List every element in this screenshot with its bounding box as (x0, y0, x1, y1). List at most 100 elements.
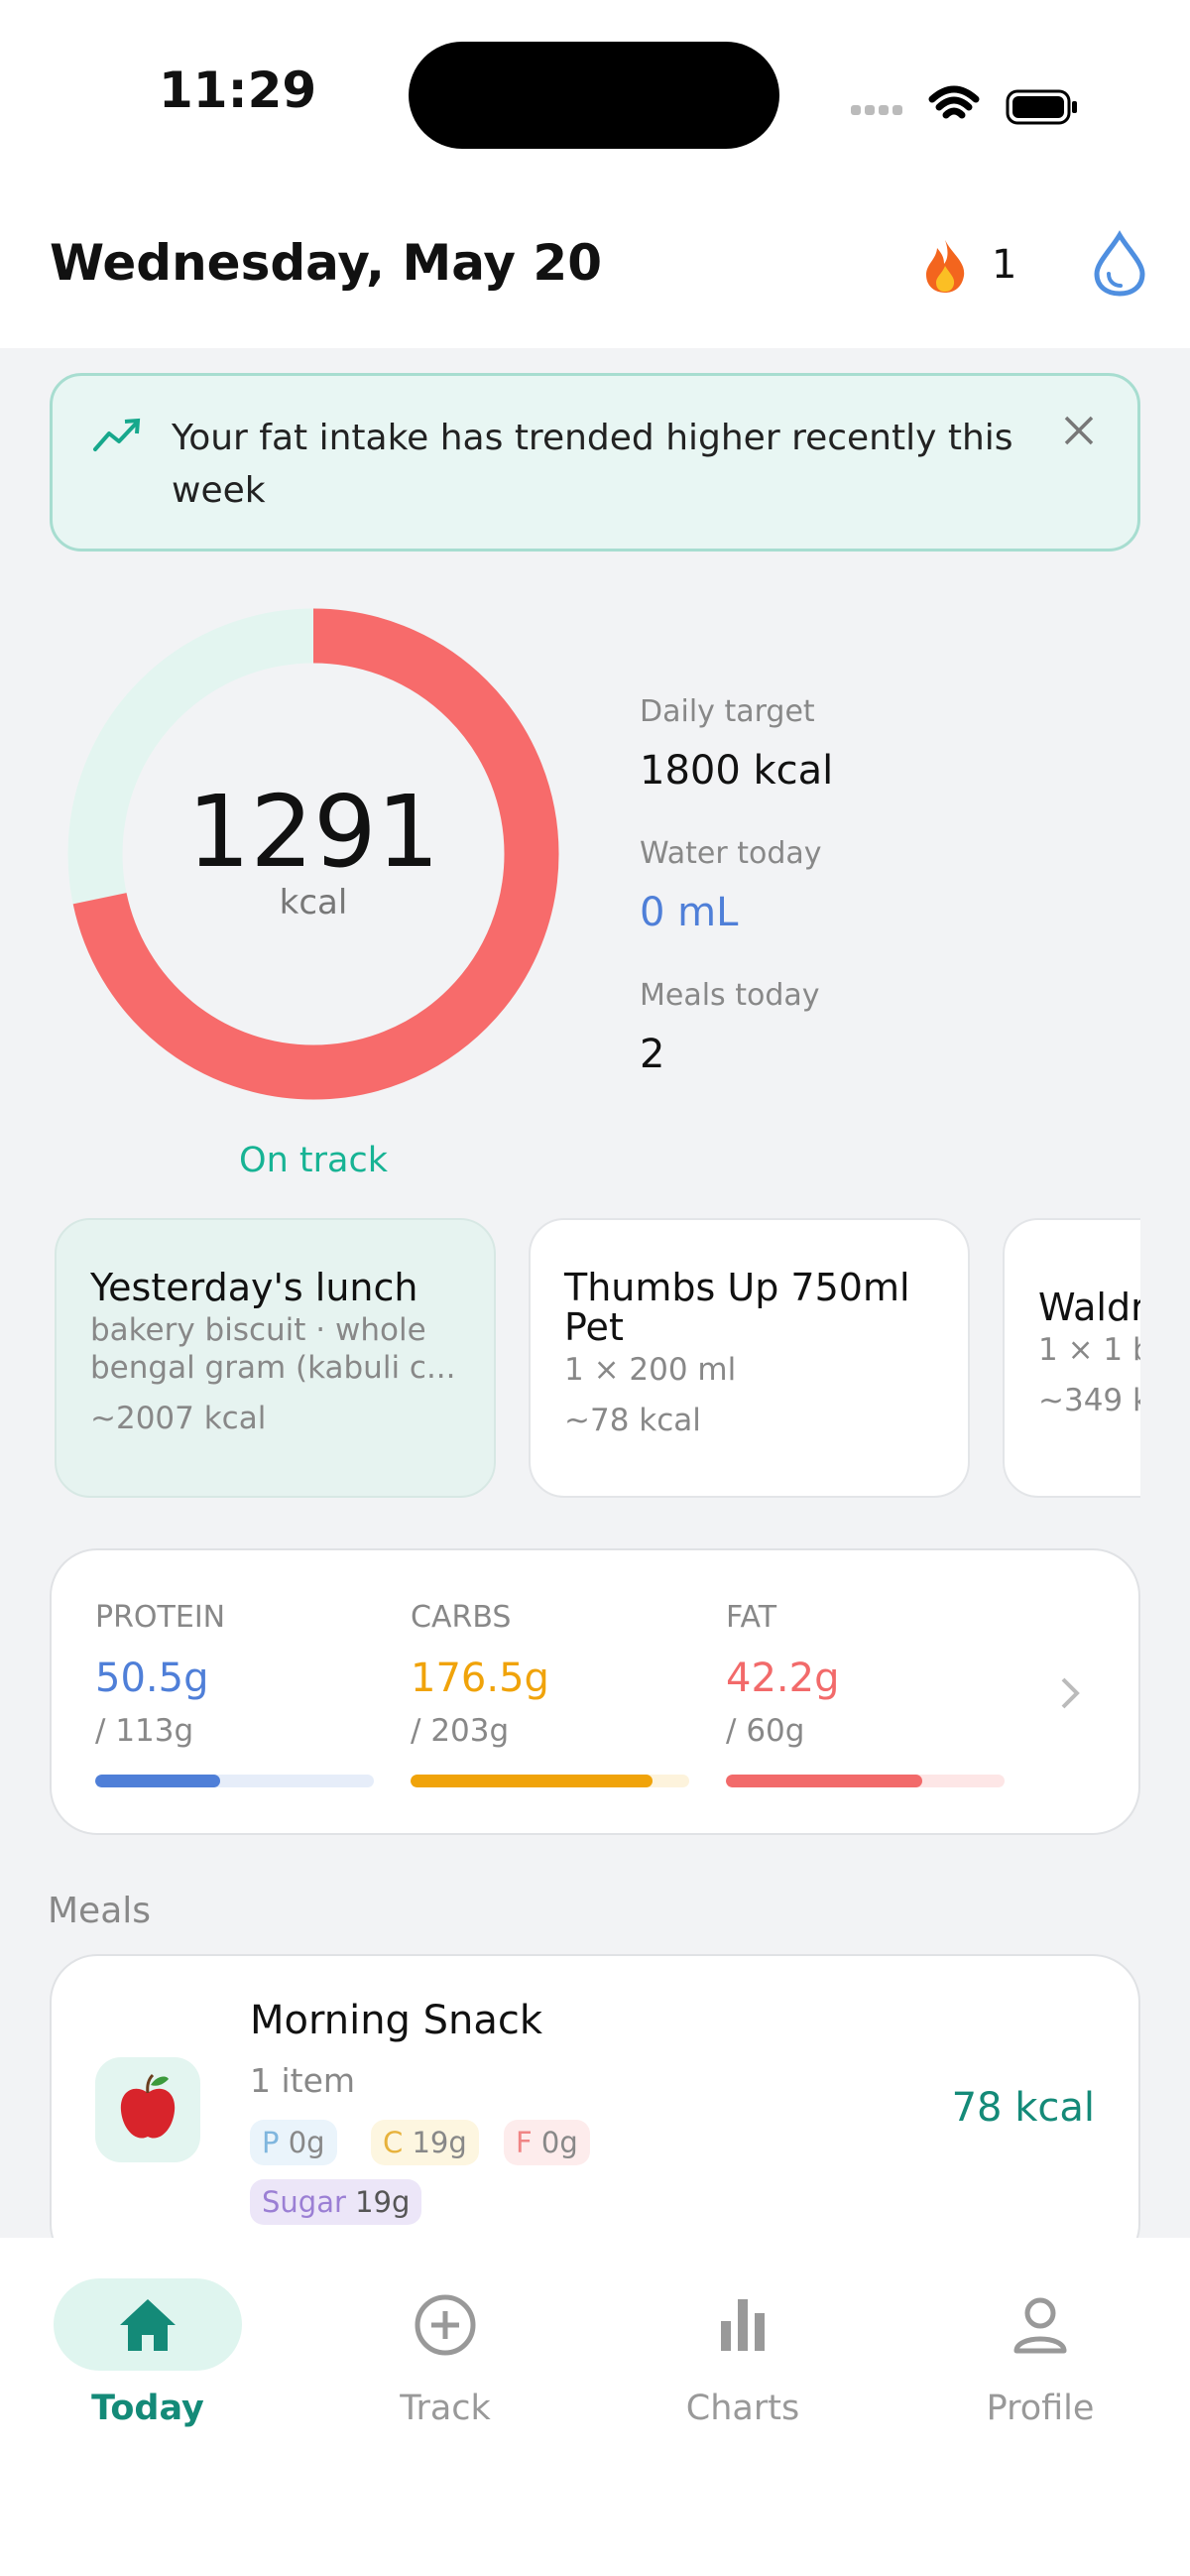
macro-target-number: 113 (115, 1713, 175, 1749)
macro-number: 50.5 (95, 1656, 184, 1701)
suggestion-title: Yesterday's lunch (90, 1266, 418, 1309)
tab-icon[interactable] (406, 2285, 485, 2365)
icon-part (415, 2294, 476, 2356)
macro-target-unit: g (784, 1713, 805, 1749)
icon-path (93, 422, 138, 451)
tab-icon[interactable] (108, 2285, 187, 2365)
stat-value: 0 mL (640, 890, 738, 935)
macro-unit: g (524, 1656, 549, 1701)
stat-label: Meals today (640, 978, 820, 1013)
icon-part (721, 2321, 731, 2351)
suggestions: Yesterday's lunch bakery biscuit · whole … (50, 1214, 1140, 1504)
meal-icon (95, 2057, 200, 2162)
suggestion-detail: bakery biscuit · whole bengal gram (kabu… (90, 1312, 456, 1386)
macro-amount: 176.5g (411, 1656, 549, 1701)
suggestion-title: Waldr (1038, 1286, 1140, 1329)
chip-amount: 19g (355, 2185, 411, 2219)
water-button[interactable] (1091, 230, 1148, 298)
stat-number: 0 (640, 890, 665, 935)
insight-banner: Your fat intake has trended higher recen… (50, 373, 1140, 552)
meal-name: Morning Snack (250, 1998, 543, 2043)
icon-part (851, 105, 861, 115)
icon-path (146, 2073, 155, 2094)
apple-icon (120, 2073, 176, 2139)
macro-chip: C 19g (371, 2120, 479, 2165)
macro-bar (411, 1775, 654, 1787)
stat-label: Water today (640, 836, 822, 871)
icon-path (936, 266, 955, 292)
streak-count: 1 (992, 242, 1017, 288)
stat-label: Daily target (640, 694, 815, 729)
tab-icon[interactable] (1001, 2285, 1080, 2365)
macro-target-unit: g (489, 1713, 510, 1749)
stat-number: 1800 (640, 748, 741, 794)
icon-path (431, 2311, 459, 2339)
stat-value: 1800 kcal (640, 748, 833, 794)
macro-target-number: 203 (430, 1713, 490, 1749)
macro-name: CARBS (411, 1600, 512, 1635)
suggestion-card[interactable]: Thumbs Up 750ml Pet 1 × 200 ml ~78 kcal (529, 1218, 970, 1498)
macro-unit: g (183, 1656, 209, 1701)
suggestion-title: Thumbs Up 750ml Pet (564, 1266, 910, 1349)
chip-amount: 0g (288, 2126, 325, 2159)
dynamic-island (409, 42, 779, 149)
separator: / (411, 1713, 421, 1749)
calorie-value: 1291 (186, 774, 440, 890)
trend-icon (93, 418, 141, 451)
calorie-unit: kcal (279, 883, 348, 922)
stat-unit: mL (677, 890, 739, 935)
macro-number: 42.2 (726, 1656, 815, 1701)
tab-label[interactable]: Profile (986, 2389, 1095, 2428)
tab-label[interactable]: Track (400, 2389, 491, 2428)
icon-part (1006, 89, 1071, 125)
suggestion-detail: 1 × 200 ml (564, 1352, 737, 1388)
icon-path (1094, 230, 1145, 297)
suggestion-card[interactable]: Yesterday's lunch bakery biscuit · whole … (55, 1218, 496, 1498)
separator: / (726, 1713, 737, 1749)
chip-key: C (383, 2126, 404, 2159)
suggestion-calories: ~2007 kcal (90, 1401, 267, 1436)
macro-track (411, 1775, 689, 1787)
fire-icon (926, 240, 965, 293)
macro-name: FAT (726, 1600, 777, 1635)
macro-number: 176.5 (411, 1656, 525, 1701)
meal-items: 1 item (250, 2061, 356, 2100)
macro-card[interactable]: PROTEIN 50.5g/ 113g CARBS 176.5g/ 203g FAT 42… (50, 1548, 1140, 1835)
macro-bar (95, 1775, 220, 1787)
macro-track (95, 1775, 374, 1787)
header: 11:29 Wednesday, May 20 1 (0, 0, 1190, 348)
meal-card[interactable]: Morning Snack 1 item 78 kcal P 0g C 19g F 0g S… (50, 1954, 1140, 2271)
status-icons (851, 85, 1077, 125)
icon-path (151, 2076, 169, 2086)
suggestion-detail: 1 × 1 bo (1038, 1332, 1140, 1368)
icon-part (1012, 96, 1064, 118)
tab-label[interactable]: Charts (685, 2389, 800, 2428)
chip-key: Sugar (262, 2185, 346, 2219)
suggestion-calories: ~349 k (1038, 1383, 1140, 1418)
macro-target: / 203g (411, 1713, 509, 1749)
stat-number: 2 (640, 1032, 665, 1077)
macro-amount: 42.2g (726, 1656, 839, 1701)
macro-target: / 113g (95, 1713, 193, 1749)
calorie-status: On track (239, 1141, 388, 1180)
icon-path (1013, 2336, 1067, 2354)
icon-path (1107, 272, 1123, 288)
icon-part (1024, 2297, 1056, 2329)
icon-part (1072, 101, 1077, 113)
tab-icon[interactable] (703, 2285, 782, 2365)
icon-part (879, 105, 889, 115)
calorie-ring (67, 608, 559, 1100)
tab-label[interactable]: Today (91, 2389, 204, 2428)
icon-path (120, 2088, 176, 2139)
icon-path (1061, 1677, 1080, 1709)
icon-part (755, 2313, 765, 2351)
icon-path (120, 2299, 176, 2351)
close-button[interactable] (1054, 406, 1104, 455)
macro-chip: F 0g (504, 2120, 590, 2165)
ring-progress (67, 608, 559, 1100)
section-heading: Meals (48, 1891, 152, 1931)
macro-unit: g (814, 1656, 840, 1701)
icon-part (865, 105, 875, 115)
icon-path (928, 85, 980, 119)
